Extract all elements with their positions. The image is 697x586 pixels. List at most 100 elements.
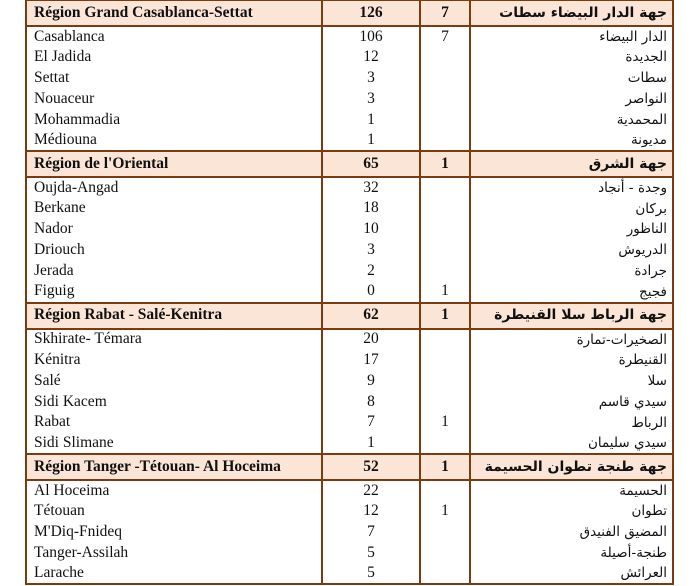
cases-count: 17 xyxy=(321,349,421,371)
place-name-fr: Casablanca xyxy=(25,26,323,47)
table-body: Région Grand Casablanca-Settat 126 7 جهة… xyxy=(25,0,674,585)
prefecture-row: Larache 5 العرائش xyxy=(25,563,674,585)
place-name-ar: جهة الشرق xyxy=(469,150,674,179)
cases-count: 52 xyxy=(321,453,421,482)
cases-count: 8 xyxy=(321,391,421,413)
place-name-ar: الرباط xyxy=(469,412,674,434)
cases-count: 65 xyxy=(321,150,421,179)
place-name-fr: Tétouan xyxy=(25,500,323,522)
prefecture-row: Jerada 2 جرادة xyxy=(25,260,674,282)
place-name-ar: القنيطرة xyxy=(469,349,674,371)
place-name-ar: الدريوش xyxy=(469,240,674,261)
deaths-count xyxy=(419,177,471,199)
prefecture-row: Berkane 18 بركان xyxy=(25,198,674,220)
place-name-ar: طنجة-أصيلة xyxy=(469,542,674,564)
cases-count: 3 xyxy=(321,67,421,89)
prefecture-row: Oujda-Angad 32 وجدة - أنجاد xyxy=(25,177,674,199)
place-name-ar: الصخيرات-تمارة xyxy=(469,328,674,350)
place-name-fr: Mohammadia xyxy=(25,109,323,131)
cases-count: 3 xyxy=(321,88,421,110)
place-name-ar: سيدي قاسم xyxy=(469,391,674,413)
cases-count: 32 xyxy=(321,177,421,199)
deaths-count: 1 xyxy=(419,500,471,522)
place-name-ar: مديونة xyxy=(469,130,674,152)
prefecture-row: Al Hoceima 22 الحسيمة xyxy=(25,480,674,501)
deaths-count xyxy=(419,219,471,241)
deaths-count: 1 xyxy=(419,301,471,330)
cases-count: 1 xyxy=(321,130,421,152)
cases-count: 0 xyxy=(321,281,421,303)
prefecture-row: M'Diq-Fnideq 7 المضيق الفنيدق xyxy=(25,521,674,543)
place-name-fr: Nouaceur xyxy=(25,88,323,110)
place-name-ar: المحمدية xyxy=(469,109,674,131)
place-name-fr: Larache xyxy=(25,563,323,585)
place-name-fr: M'Diq-Fnideq xyxy=(25,521,323,543)
deaths-count xyxy=(419,46,471,68)
cases-count: 7 xyxy=(321,412,421,434)
deaths-count xyxy=(419,542,471,564)
place-name-fr: Kénitra xyxy=(25,349,323,371)
cases-count: 22 xyxy=(321,480,421,501)
place-name-fr: Médiouna xyxy=(25,130,323,152)
place-name-ar: العرائش xyxy=(469,563,674,585)
prefecture-row: Casablanca 106 7 الدار البيضاء xyxy=(25,26,674,47)
prefecture-row: Sidi Kacem 8 سيدي قاسم xyxy=(25,391,674,413)
deaths-count xyxy=(419,433,471,455)
deaths-count: 1 xyxy=(419,150,471,179)
place-name-ar: جهة الرباط سلا القنيطرة xyxy=(469,301,674,330)
region-header-row: Région Tanger -Tétouan- Al Hoceima 52 1 … xyxy=(25,453,674,482)
place-name-fr: Sidi Slimane xyxy=(25,433,323,455)
place-name-fr: Settat xyxy=(25,67,323,89)
place-name-ar: تطوان xyxy=(469,500,674,522)
place-name-fr: Salé xyxy=(25,370,323,392)
cases-count: 106 xyxy=(321,26,421,47)
prefecture-row: Mohammadia 1 المحمدية xyxy=(25,109,674,131)
place-name-ar: الناظور xyxy=(469,219,674,241)
deaths-count xyxy=(419,198,471,220)
place-name-fr: Skhirate- Témara xyxy=(25,328,323,350)
place-name-ar: الدار البيضاء xyxy=(469,26,674,47)
prefecture-row: Tétouan 12 1 تطوان xyxy=(25,500,674,522)
deaths-count: 1 xyxy=(419,412,471,434)
deaths-count xyxy=(419,563,471,585)
cases-count: 7 xyxy=(321,521,421,543)
region-header-row: Région Grand Casablanca-Settat 126 7 جهة… xyxy=(25,0,674,27)
deaths-count xyxy=(419,109,471,131)
place-name-fr: Driouch xyxy=(25,240,323,261)
place-name-fr: Sidi Kacem xyxy=(25,391,323,413)
cases-count: 126 xyxy=(321,0,421,27)
place-name-fr: Oujda-Angad xyxy=(25,177,323,199)
place-name-ar: جهة الدار البيضاء سطات xyxy=(469,0,674,27)
place-name-fr: Berkane xyxy=(25,198,323,220)
prefecture-row: Skhirate- Témara 20 الصخيرات-تمارة xyxy=(25,328,674,350)
cases-count: 5 xyxy=(321,563,421,585)
place-name-fr: Tanger-Assilah xyxy=(25,542,323,564)
prefecture-row: Tanger-Assilah 5 طنجة-أصيلة xyxy=(25,542,674,564)
deaths-count xyxy=(419,480,471,501)
place-name-ar: وجدة - أنجاد xyxy=(469,177,674,199)
deaths-count: 1 xyxy=(419,281,471,303)
prefecture-row: Nouaceur 3 النواصر xyxy=(25,88,674,110)
place-name-ar: المضيق الفنيدق xyxy=(469,521,674,543)
prefecture-row: Sidi Slimane 1 سيدي سليمان xyxy=(25,433,674,455)
place-name-ar: الجديدة xyxy=(469,46,674,68)
prefecture-row: Salé 9 سلا xyxy=(25,370,674,392)
deaths-count xyxy=(419,88,471,110)
prefecture-row: Figuig 0 1 فجيج xyxy=(25,281,674,303)
place-name-ar: سيدي سليمان xyxy=(469,433,674,455)
prefecture-row: Kénitra 17 القنيطرة xyxy=(25,349,674,371)
place-name-ar: الحسيمة xyxy=(469,480,674,501)
place-name-ar: النواصر xyxy=(469,88,674,110)
cases-count: 2 xyxy=(321,260,421,282)
place-name-fr: Région Grand Casablanca-Settat xyxy=(25,0,323,27)
prefecture-row: Nador 10 الناظور xyxy=(25,219,674,241)
cases-count: 3 xyxy=(321,240,421,261)
deaths-count xyxy=(419,240,471,261)
cases-count: 1 xyxy=(321,109,421,131)
deaths-count xyxy=(419,370,471,392)
place-name-ar: فجيج xyxy=(469,281,674,303)
place-name-ar: سلا xyxy=(469,370,674,392)
place-name-fr: Région Tanger -Tétouan- Al Hoceima xyxy=(25,453,323,482)
place-name-fr: Rabat xyxy=(25,412,323,434)
